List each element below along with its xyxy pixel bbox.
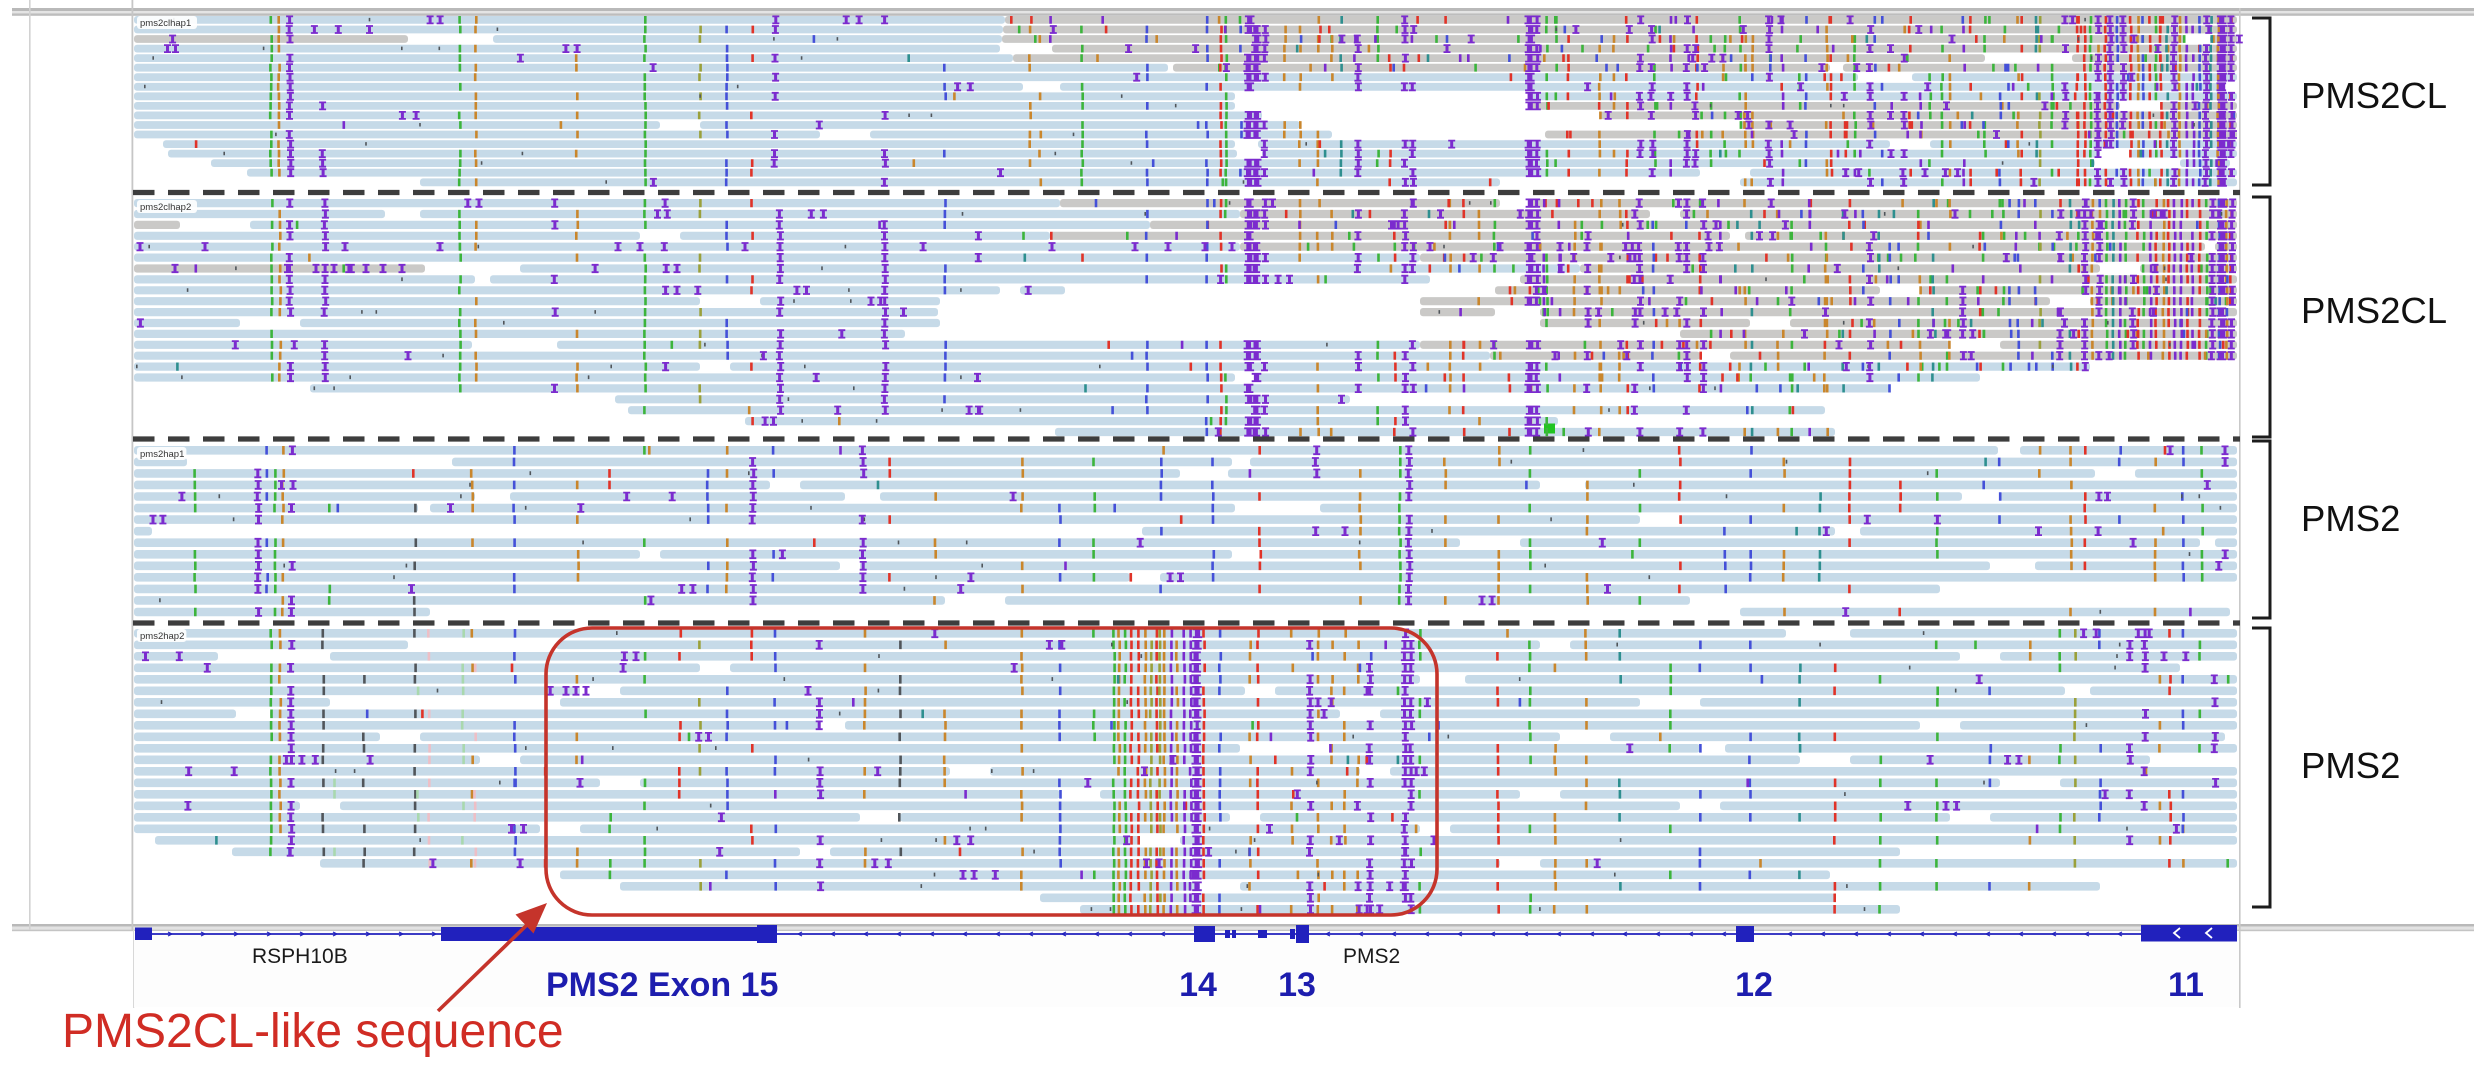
svg-text:12: 12	[1735, 966, 1773, 1004]
svg-text:RSPH10B: RSPH10B	[252, 945, 348, 968]
svg-text:pms2hap2: pms2hap2	[140, 631, 184, 642]
svg-text:PMS2CL: PMS2CL	[2301, 290, 2447, 331]
svg-text:PMS2CL: PMS2CL	[2301, 75, 2447, 116]
svg-text:11: 11	[2168, 966, 2204, 1004]
svg-text:pms2clhap2: pms2clhap2	[140, 202, 191, 213]
svg-text:pms2hap1: pms2hap1	[140, 449, 184, 460]
svg-text:14: 14	[1179, 966, 1217, 1004]
svg-text:pms2clhap1: pms2clhap1	[140, 18, 191, 29]
svg-text:PMS2 Exon 15: PMS2 Exon 15	[546, 966, 778, 1004]
svg-text:PMS2: PMS2	[1343, 945, 1400, 968]
svg-text:PMS2: PMS2	[2301, 498, 2400, 539]
svg-text:PMS2CL-like sequence: PMS2CL-like sequence	[62, 1005, 564, 1058]
svg-text:PMS2: PMS2	[2301, 745, 2400, 786]
svg-text:13: 13	[1278, 966, 1316, 1004]
